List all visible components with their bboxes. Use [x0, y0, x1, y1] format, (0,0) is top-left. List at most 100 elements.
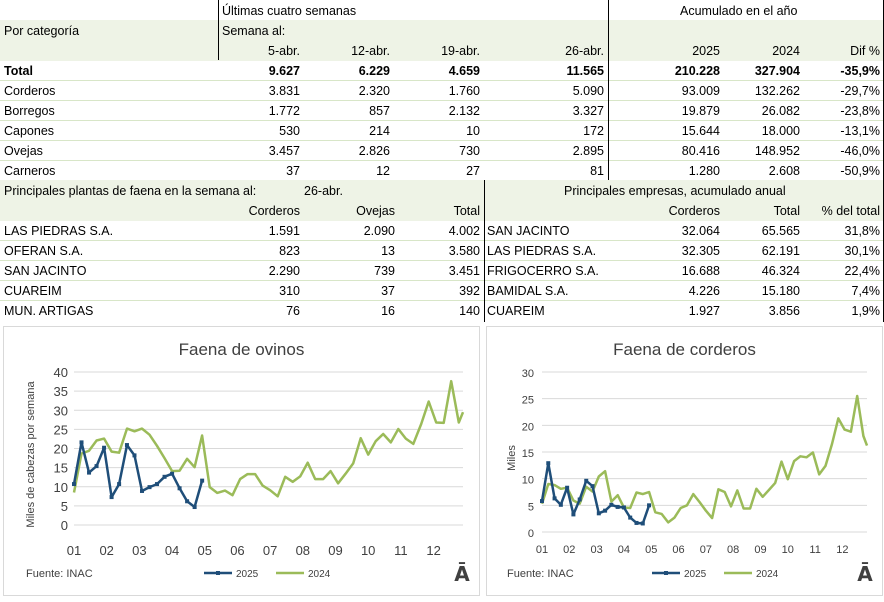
planta-value: 310 — [279, 284, 300, 298]
legend-label-2025: 2025 — [236, 569, 259, 580]
planta-value: 739 — [374, 264, 395, 278]
x-tick-label: 03 — [132, 543, 146, 558]
planta-value: 140 — [459, 304, 480, 318]
category-value: 730 — [459, 144, 480, 158]
y-tick-label: 40 — [54, 365, 68, 380]
week-column-header: 12-abr. — [351, 44, 390, 58]
x-tick-label: 07 — [700, 544, 712, 556]
y-tick-label: 5 — [528, 501, 534, 513]
chart-title: Faena de ovinos — [179, 340, 305, 359]
row-divider — [0, 160, 884, 161]
category-value: 2.608 — [768, 164, 800, 178]
planta-value: 76 — [286, 304, 300, 318]
planta-name: CUAREIM — [4, 284, 62, 298]
y-tick-label: 20 — [54, 442, 68, 457]
plantas-column-header: Total — [453, 204, 480, 218]
category-value: 2.826 — [358, 144, 390, 158]
x-tick-label: 10 — [361, 543, 375, 558]
planta-value: 13 — [381, 244, 395, 258]
chart-title: Faena de corderos — [613, 340, 756, 359]
series-line-2025 — [540, 461, 651, 525]
series-point-2025 — [102, 445, 107, 450]
row-divider — [0, 240, 884, 241]
series-point-2025 — [200, 478, 205, 483]
category-value: 1.760 — [448, 84, 480, 98]
x-tick-label: 01 — [536, 544, 548, 556]
x-tick-label: 02 — [563, 544, 575, 556]
x-tick-label: 04 — [165, 543, 179, 558]
category-label: Borregos — [4, 104, 55, 118]
y-tick-label: 10 — [522, 475, 534, 487]
y-tick-label: 10 — [54, 480, 68, 495]
logo-mark: Ā — [454, 562, 470, 586]
category-value: 10 — [466, 124, 480, 138]
empresas-column-header: Corderos — [668, 204, 720, 218]
category-value: 3.327 — [572, 104, 604, 118]
empresas-column-header: % del total — [821, 204, 880, 218]
series-point-2025 — [132, 453, 137, 458]
x-tick-label: 03 — [590, 544, 602, 556]
series-point-2025 — [170, 471, 175, 476]
category-value: 3.457 — [268, 144, 300, 158]
week-column-header: 19-abr. — [441, 44, 480, 58]
accum-column-header: 2024 — [772, 44, 800, 58]
y-tick-label: 15 — [522, 448, 534, 460]
series-point-2025 — [609, 502, 614, 507]
series-point-2025 — [79, 440, 84, 445]
y-axis-label: Miles — [506, 445, 518, 471]
y-tick-label: 35 — [54, 384, 68, 399]
y-axis-label: Miles de cabezas por semana — [25, 381, 37, 528]
series-point-2025 — [558, 502, 563, 507]
x-tick-label: 09 — [754, 544, 766, 556]
x-tick-label: 01 — [67, 543, 81, 558]
plantas-date: 26-abr. — [304, 184, 343, 198]
series-point-2025 — [647, 503, 652, 508]
empresa-name: SAN JACINTO — [487, 224, 570, 238]
empresa-value: 32.064 — [681, 224, 720, 238]
category-value: 2.895 — [572, 144, 604, 158]
x-tick-label: 02 — [99, 543, 113, 558]
series-point-2025 — [584, 478, 589, 483]
empresa-value: 46.324 — [761, 264, 800, 278]
legend-marker-2025 — [216, 571, 220, 575]
empresa-value: 7,4% — [851, 284, 881, 298]
category-label: Capones — [4, 124, 55, 138]
planta-value: 16 — [381, 304, 395, 318]
x-tick-label: 08 — [296, 543, 310, 558]
planta-value: 3.580 — [448, 244, 480, 258]
empresa-value: 4.226 — [688, 284, 720, 298]
source-note: Fuente: INAC — [26, 568, 93, 580]
category-value: 19.879 — [681, 104, 720, 118]
category-value: -29,7% — [840, 84, 880, 98]
series-point-2025 — [147, 485, 152, 490]
category-value: 15.644 — [681, 124, 720, 138]
series-point-2025 — [634, 520, 639, 525]
planta-name: SAN JACINTO — [4, 264, 87, 278]
empresa-value: 1.927 — [688, 304, 720, 318]
y-tick-label: 20 — [522, 421, 534, 433]
chart-faena-corderos: Faena de corderos 0 5 10 15 20 25 30 Miles 01 02 03… — [486, 326, 883, 596]
header-por-categoria: Por categoría — [4, 24, 80, 38]
y-tick-label: 30 — [522, 368, 534, 380]
category-value: -35,9% — [840, 64, 880, 78]
series-point-2025 — [117, 482, 122, 487]
empresa-value: 22,4% — [844, 264, 880, 278]
series-point-2025 — [192, 505, 197, 510]
series-point-2025 — [615, 504, 620, 509]
planta-value: 3.451 — [448, 264, 480, 278]
series-point-2025 — [87, 470, 92, 475]
row-divider — [0, 260, 884, 261]
category-value: 81 — [590, 164, 604, 178]
series-point-2025 — [603, 508, 608, 513]
category-label: Corderos — [4, 84, 56, 98]
planta-name: LAS PIEDRAS S.A. — [4, 224, 114, 238]
empresa-value: 62.191 — [761, 244, 800, 258]
series-point-2025 — [552, 496, 557, 501]
x-tick-label: 07 — [263, 543, 277, 558]
empresas-column-header: Total — [773, 204, 800, 218]
accum-column-header: 2025 — [692, 44, 720, 58]
x-tick-label: 10 — [782, 544, 794, 556]
category-value: 4.659 — [448, 64, 480, 78]
row-divider — [0, 100, 884, 101]
